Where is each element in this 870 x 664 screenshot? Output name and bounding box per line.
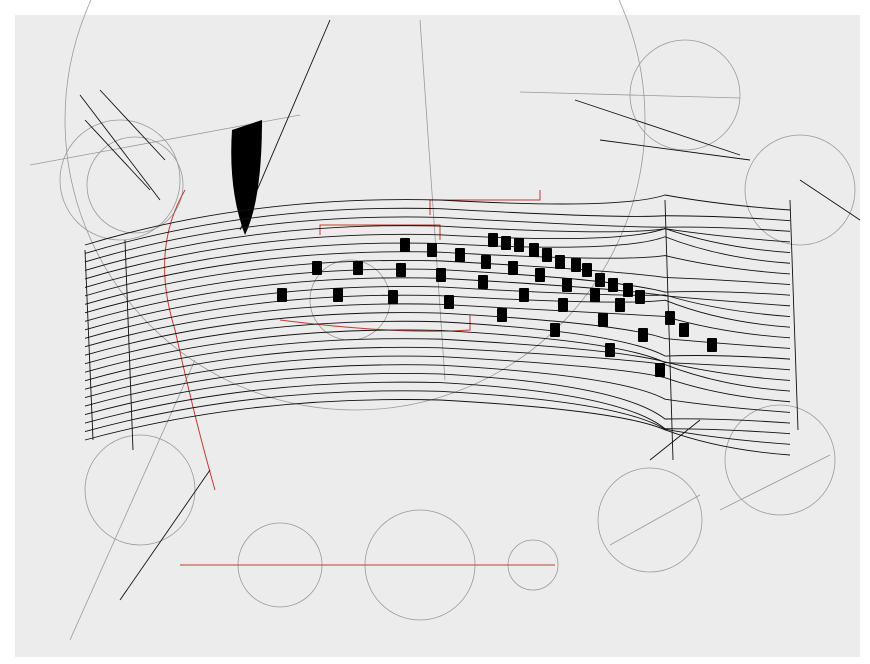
note-block: [615, 298, 625, 312]
note-block: [333, 288, 343, 302]
score-line: [84, 390, 791, 445]
note-block: [455, 248, 465, 262]
note-block: [427, 243, 437, 257]
note-block: [595, 273, 605, 287]
paper: [15, 15, 860, 657]
line: [719, 454, 831, 511]
score-line: [84, 268, 791, 314]
black-wedge: [231, 120, 262, 235]
ray: [119, 469, 211, 601]
line: [519, 91, 741, 99]
note-block: [638, 328, 648, 342]
note-block: [497, 308, 507, 322]
score-line: [84, 346, 791, 392]
note-block: [605, 343, 615, 357]
ray: [79, 94, 161, 201]
note-block: [508, 261, 518, 275]
note-block: [571, 258, 581, 272]
note-block: [623, 283, 633, 297]
red-bracket: [319, 224, 441, 240]
score-line: [84, 355, 791, 403]
note-block: [501, 236, 511, 250]
note-block: [444, 295, 454, 309]
bar-line: [664, 199, 674, 461]
note-block: [529, 243, 539, 257]
circle: [597, 467, 703, 573]
score-line: [84, 338, 791, 382]
note-block: [555, 255, 565, 269]
note-block: [598, 313, 608, 327]
red-bracket: [429, 190, 541, 215]
note-block: [488, 233, 498, 247]
bar-line: [789, 199, 799, 431]
circle: [84, 434, 196, 546]
circle: [86, 136, 184, 234]
bar-line: [124, 239, 134, 451]
note-block: [535, 268, 545, 282]
note-block: [277, 288, 287, 302]
score-line: [84, 303, 791, 348]
line-bundle: [84, 194, 799, 461]
ray: [649, 419, 701, 461]
score-line: [84, 259, 791, 305]
note-block: [481, 255, 491, 269]
note-block: [608, 278, 618, 292]
note-block: [388, 290, 398, 304]
score-line: [84, 399, 791, 456]
note-block: [590, 288, 600, 302]
note-block: [519, 288, 529, 302]
score-line: [84, 228, 791, 280]
rays: [79, 89, 861, 601]
circle: [744, 134, 856, 246]
note-block: [353, 261, 363, 275]
line: [69, 359, 196, 641]
score-line: [84, 312, 791, 356]
note-block: [635, 290, 645, 304]
note-block: [514, 238, 524, 252]
circle: [724, 404, 836, 516]
circle: [59, 119, 181, 241]
score-line: [84, 329, 791, 373]
note-block: [679, 323, 689, 337]
note-block: [436, 268, 446, 282]
score-line: [84, 372, 791, 424]
score-line: [84, 207, 791, 254]
note-block: [582, 263, 592, 277]
ray: [599, 139, 751, 161]
score-line: [84, 225, 791, 271]
score-line: [84, 286, 791, 331]
circles: [59, 0, 856, 621]
red-curve: [164, 189, 216, 491]
ray: [574, 99, 741, 156]
ray: [799, 179, 861, 221]
note-block: [665, 311, 675, 325]
score-line: [84, 320, 791, 365]
score-line: [84, 216, 791, 263]
score-line: [84, 364, 791, 413]
note-block: [312, 261, 322, 275]
note-block: [400, 238, 410, 252]
ray: [84, 119, 151, 191]
note-block: [707, 338, 717, 352]
note-block: [396, 263, 406, 277]
line: [609, 494, 701, 546]
ray: [99, 89, 166, 161]
blocks: [277, 233, 717, 377]
note-block: [478, 275, 488, 289]
bar-line: [84, 249, 94, 441]
score-line: [84, 277, 791, 322]
note-block: [562, 278, 572, 292]
score-line: [84, 294, 791, 339]
note-block: [655, 363, 665, 377]
note-block: [542, 248, 552, 262]
score-line: [84, 194, 791, 246]
note-block: [558, 298, 568, 312]
circle: [64, 0, 646, 411]
note-block: [550, 323, 560, 337]
score-line: [84, 381, 791, 435]
